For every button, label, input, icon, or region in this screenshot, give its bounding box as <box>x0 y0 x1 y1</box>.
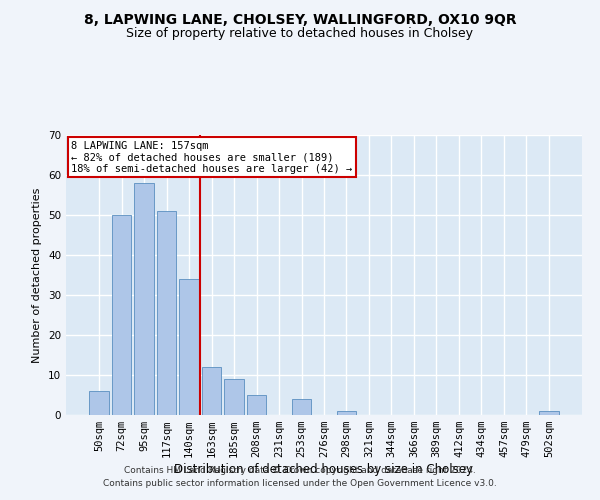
Text: Size of property relative to detached houses in Cholsey: Size of property relative to detached ho… <box>127 28 473 40</box>
Bar <box>179 279 199 415</box>
Text: Contains HM Land Registry data © Crown copyright and database right 2024.
Contai: Contains HM Land Registry data © Crown c… <box>103 466 497 487</box>
Bar <box>134 183 154 415</box>
Bar <box>89 391 109 415</box>
Bar <box>202 367 221 415</box>
Text: 8 LAPWING LANE: 157sqm
← 82% of detached houses are smaller (189)
18% of semi-de: 8 LAPWING LANE: 157sqm ← 82% of detached… <box>71 140 352 174</box>
Bar <box>337 411 356 415</box>
Bar <box>224 379 244 415</box>
Bar <box>112 215 131 415</box>
Text: 8, LAPWING LANE, CHOLSEY, WALLINGFORD, OX10 9QR: 8, LAPWING LANE, CHOLSEY, WALLINGFORD, O… <box>83 12 517 26</box>
Bar <box>247 395 266 415</box>
Bar <box>292 399 311 415</box>
Bar <box>157 211 176 415</box>
Bar <box>539 411 559 415</box>
X-axis label: Distribution of detached houses by size in Cholsey: Distribution of detached houses by size … <box>175 463 473 476</box>
Y-axis label: Number of detached properties: Number of detached properties <box>32 188 43 362</box>
